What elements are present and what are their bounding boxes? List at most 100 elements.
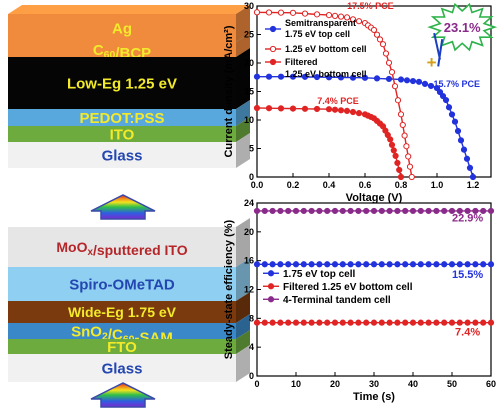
jv-series-marker [433,84,441,92]
jv-series-marker [399,121,406,129]
jv-series-marker [277,73,285,80]
ss-series-marker [292,207,300,215]
efficiency-annotation: 7.4% [455,327,480,339]
jv-series-marker [403,77,411,84]
jv-series-marker [448,111,456,118]
jv-xtick-label: 0.2 [287,180,300,190]
bottom-cell-layer-top [8,218,250,227]
ss-series-marker [253,207,261,215]
ss-series-marker [386,207,393,215]
ss-series-marker [308,207,315,215]
ss-series-marker [355,319,362,326]
legend-marker [267,283,275,290]
jv-xtick-label: 0.6 [359,180,372,190]
jv-series-marker [370,26,378,34]
jv-series-marker [396,166,403,174]
efficiency-annotation: 15.5% [452,269,483,281]
light-arrow-bottom [90,382,156,408]
ss-series-marker [269,207,276,215]
jv-series-marker [373,31,381,38]
jv-series-marker [265,9,273,16]
jv-series-marker [394,159,401,167]
jv-series-marker [463,155,471,162]
jv-series-marker [331,12,339,19]
jv-series-marker [454,127,462,135]
ss-series-marker [425,207,432,215]
top-cell-layer-side [236,48,250,109]
legend-marker [269,58,277,66]
ss-ytick-label: 4 [249,342,254,352]
jv-series-marker [361,74,369,81]
jv-series-marker [390,147,397,154]
jv-series-marker [325,12,333,19]
jv-xlabel: Voltage (V) [346,192,403,204]
ss-series-marker [456,207,463,215]
ss-series-marker [487,207,495,215]
top-cell-layer-label: Low-Eg 1.25 eV [67,75,177,92]
jv-series-marker [355,110,363,117]
ss-series-marker [448,261,456,268]
jv-xtick-label: 1.2 [467,180,480,190]
top-cell-layer-front [8,109,236,126]
ss-series-marker [324,319,331,326]
ss-series-marker [433,319,440,326]
legend-label: 1.25 eV bottom cell [285,69,367,79]
bottom-cell-layer-label: Wide-Eg 1.75 eV [68,304,177,320]
jv-series-marker [337,74,345,81]
ss-series-marker [480,207,487,215]
light-arrow-bottom-shape [90,382,156,408]
legend-label: 1.25 eV bottom cell [285,44,367,54]
bottom-cell-layer-label: Glass [102,360,143,377]
top-cell-layer: PEDOT:PSS [8,100,250,127]
ss-series-marker [269,261,276,268]
bottom-cell-layer-side [236,292,250,323]
legend-marker [267,296,275,303]
bottom-cell-layer-side [236,218,250,267]
jv-series-marker [408,173,415,181]
jv-series-marker [301,10,309,17]
ss-series-marker [370,261,378,268]
jv-ytick-label: 15 [244,87,254,97]
jv-series-marker [379,41,387,48]
ss-series-marker [394,319,401,326]
tandem-plus-marker: + [427,53,437,72]
ss-series-marker [316,207,323,215]
ss-series-marker [269,319,276,326]
jv-series-marker [331,106,339,113]
jv-series-marker [313,11,321,18]
ss-series-marker [480,319,487,326]
ss-series-marker [285,319,292,326]
ss-series-marker [487,319,495,326]
ss-series-marker [363,207,370,215]
legend-label: Semitransparent [285,18,356,28]
top-cell-layer: Ag [8,5,250,42]
ss-series-marker [316,319,323,326]
top-cell-layer-side [236,100,250,126]
jv-series-marker [253,73,261,80]
jv-series-marker [376,36,384,43]
ss-series-marker [331,261,339,268]
ss-series-marker [292,319,300,326]
bottom-cell-layer-front [8,301,236,323]
ss-series-marker [456,319,463,326]
legend-marker [269,25,277,33]
jv-chart: 0.0 0.2 0.4 0.6 0.8 1.0 1.2 0 5 10 15 20 25 30 Voltage… [223,1,498,204]
ss-xtick-label: 10 [291,379,301,389]
bottom-cell-layer-label: Spiro-OMeTAD [69,276,175,293]
bottom-cell-layer-front [8,323,236,339]
ss-ytick-label: 0 [249,371,254,381]
jv-series-marker [415,78,423,85]
ss-series-marker [448,319,456,326]
ss-series-marker [394,207,401,215]
jv-series-marker [421,80,429,88]
bottom-cell-layer: Glass [8,345,250,382]
jv-ytick-label: 25 [244,30,254,40]
jv-series-marker [325,106,333,113]
ss-series-marker [378,261,385,268]
efficiency-annotation: 22.9% [452,213,483,225]
ss-series-marker [464,261,471,268]
jv-series-marker [289,73,297,80]
jv-series-marker [349,16,357,23]
jv-series-marker [427,82,435,90]
ss-xtick-label: 40 [408,379,418,389]
